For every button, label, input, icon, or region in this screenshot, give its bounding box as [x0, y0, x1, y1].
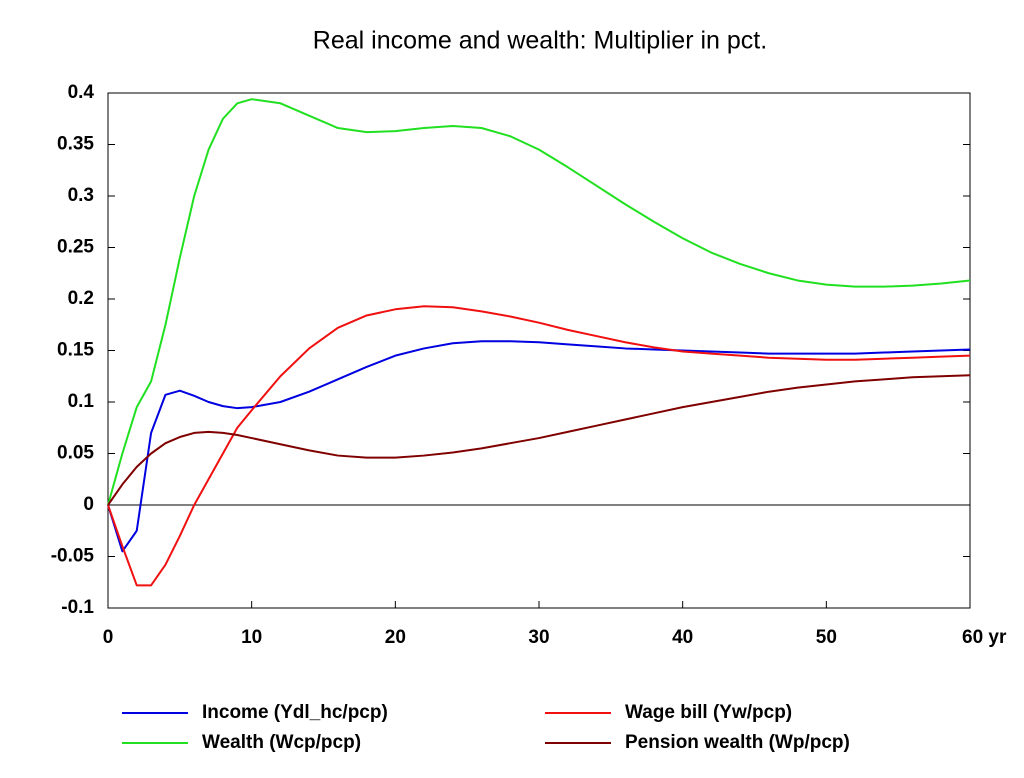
x-tick-label: 10 — [241, 627, 262, 648]
series-line — [107, 305, 971, 587]
y-tick-label: 0 — [83, 494, 94, 515]
chart-title: Real income and wealth: Multiplier in pc… — [313, 27, 767, 55]
x-tick-label: 40 — [672, 627, 693, 648]
series-line — [107, 340, 971, 553]
x-tick-label: 30 — [528, 627, 549, 648]
y-tick-label: 0.4 — [68, 82, 95, 103]
series-line — [107, 374, 971, 506]
series-line — [107, 98, 971, 506]
y-tick-label: -0.05 — [51, 546, 95, 567]
legend-label: Wage bill (Yw/pcp) — [625, 702, 792, 723]
y-tick-label: 0.05 — [57, 443, 94, 464]
legend-label: Pension wealth (Wp/pcp) — [625, 732, 850, 753]
y-tick-label: 0.35 — [57, 134, 94, 155]
y-tick-label: 0.1 — [68, 391, 95, 412]
x-tick-label: 50 — [816, 627, 837, 648]
y-tick-label: -0.1 — [61, 597, 94, 618]
x-tick-label: 60 yr — [962, 627, 1007, 648]
x-tick-label: 20 — [385, 627, 406, 648]
plot-frame — [107, 92, 971, 609]
y-tick-label: 0.2 — [68, 288, 94, 309]
y-tick-label: 0.15 — [57, 340, 94, 361]
legend-label: Income (Ydl_hc/pcp) — [202, 702, 388, 723]
y-tick-label: 0.25 — [57, 237, 94, 258]
legend-label: Wealth (Wcp/pcp) — [202, 732, 361, 753]
y-tick-label: 0.3 — [68, 185, 94, 206]
x-tick-label: 0 — [103, 627, 114, 648]
